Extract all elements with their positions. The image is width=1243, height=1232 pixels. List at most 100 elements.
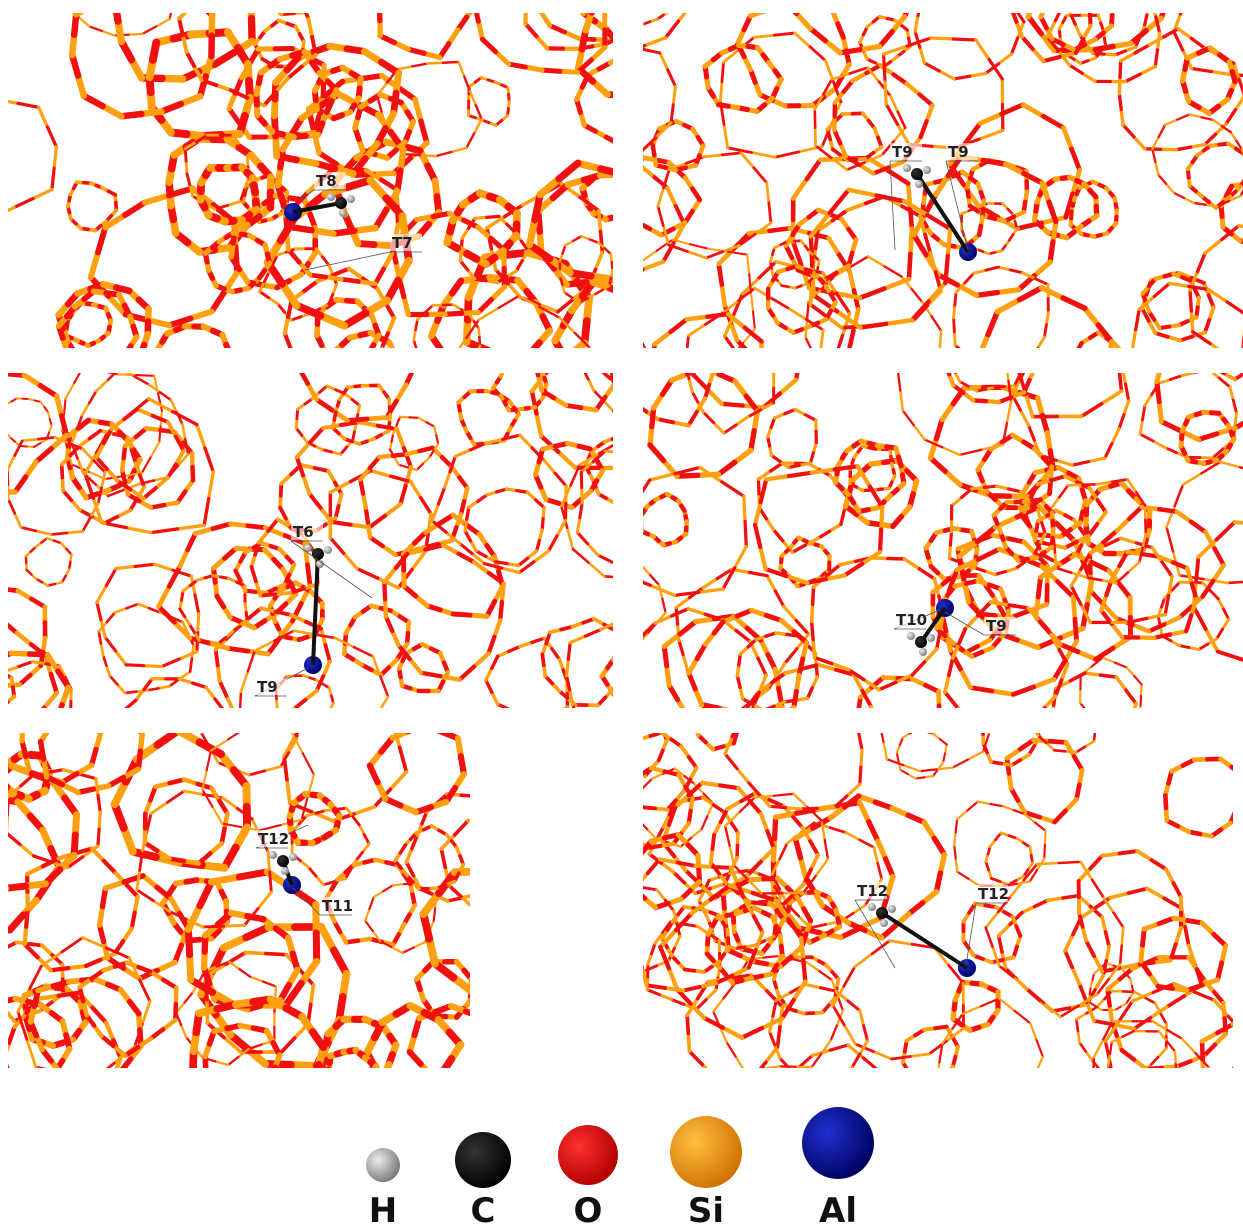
si-o-bond [1073,369,1074,379]
o-si-bond [627,661,628,672]
o-si-bond [719,462,735,474]
si-o-bond [443,545,458,554]
si-o-bond [999,54,1012,64]
o-si-bond [317,400,332,410]
si-o-bond [658,188,664,206]
o-si-bond [659,355,666,372]
o-si-bond [21,527,36,531]
si-o-bond [321,717,326,724]
o-si-bond [109,191,116,195]
si-o-bond [766,476,789,479]
si-o-bond [825,41,840,53]
si-o-bond [623,578,642,579]
o-si-bond [386,303,394,318]
si-o-bond [856,711,858,725]
o-si-bond [341,279,358,281]
si-o-bond [0,608,2,621]
si-o-bond [390,772,406,790]
o-si-bond [141,345,145,356]
o-si-bond [643,94,661,97]
o-si-bond [1086,577,1101,580]
si-o-bond [190,312,211,319]
o-si-bond [679,75,690,91]
si-o-bond [975,301,989,302]
o-si-bond [813,587,814,604]
si-o-bond [565,241,573,246]
o-si-bond [1144,15,1147,27]
si-o-bond [1037,337,1044,348]
o-si-bond [52,168,54,189]
o-si-bond [736,631,750,642]
si-o-bond [501,371,504,377]
o-si-bond [1028,17,1041,34]
si-o-bond [117,510,130,516]
si-o-bond [634,52,647,57]
o-si-bond [309,494,320,508]
framework-panel [0,293,711,784]
o-si-bond [1161,421,1180,430]
o-si-bond [697,360,714,363]
o-si-bond [1139,0,1149,3]
si-o-bond [386,379,391,388]
si-o-bond [1112,624,1122,637]
si-o-bond [627,168,635,179]
si-o-bond [1018,720,1034,727]
o-si-bond [126,665,144,666]
si-o-bond [701,345,707,358]
si-o-bond [27,866,43,874]
si-o-bond [0,1002,2,1005]
o-si-bond [1205,320,1209,333]
si-o-bond [474,119,482,133]
si-o-bond [1090,573,1091,592]
si-o-bond [144,666,162,667]
o-si-bond [185,767,194,775]
si-o-bond [1017,640,1038,648]
o-si-bond [1195,369,1208,372]
si-o-bond [326,277,342,279]
si-o-bond [494,372,508,373]
o-si-bond [1040,621,1052,634]
si-o-bond [293,771,310,782]
o-si-bond [157,368,162,375]
si-o-bond [751,294,753,312]
si-o-bond [666,339,673,356]
si-o-bond [662,402,671,420]
o-si-bond [775,152,799,157]
o-si-bond [1011,7,1017,22]
o-si-bond [621,381,628,393]
o-si-bond [266,954,286,955]
o-si-bond [185,149,186,161]
si-o-bond [638,173,651,188]
si-o-bond [1012,310,1031,326]
o-si-bond [1034,708,1045,720]
o-si-bond [420,360,430,363]
si-o-bond [1072,351,1077,359]
si-o-bond [972,487,985,488]
o-si-bond [532,391,537,413]
si-o-bond [703,579,717,588]
o-si-bond [500,602,502,620]
si-o-bond [1133,625,1149,632]
o-si-bond [1056,568,1071,573]
o-si-bond [451,363,466,367]
o-si-bond [503,365,506,371]
si-o-bond [1230,387,1233,400]
si-o-bond [57,396,62,416]
si-o-bond [636,280,639,298]
o-si-bond [1158,175,1166,184]
o-si-bond [915,31,920,47]
si-o-bond [1165,120,1177,125]
o-si-bond [751,431,754,451]
si-o-bond [494,620,500,637]
o-si-bond [302,2,308,19]
framework-panel [569,295,1243,801]
o-si-bond [1227,302,1243,315]
o-si-bond [1126,384,1129,400]
o-si-bond [865,759,870,776]
o-si-bond [955,292,956,305]
si-o-bond [475,217,487,218]
si-o-bond [15,513,21,527]
si-o-bond [795,33,810,47]
o-si-bond [10,915,23,930]
si-o-bond [105,882,124,888]
